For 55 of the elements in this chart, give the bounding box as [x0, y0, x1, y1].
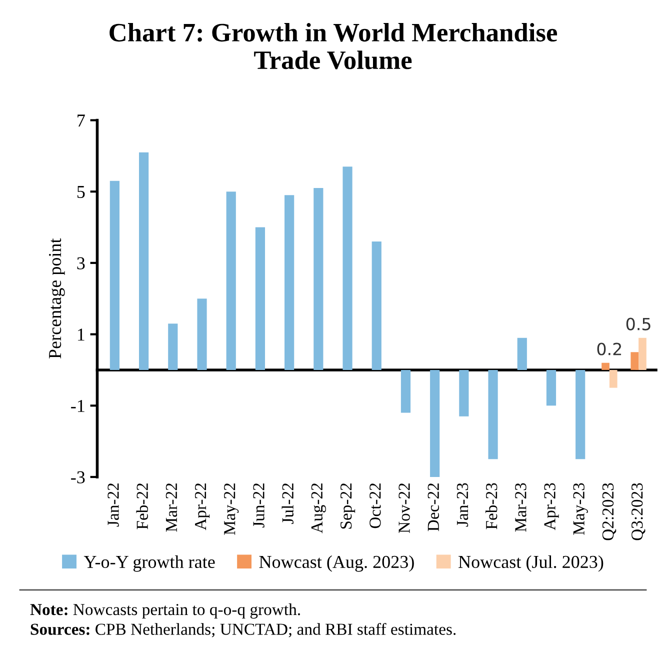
x-tick-label: Feb-23: [485, 483, 498, 530]
bar: [609, 370, 618, 388]
bar: [517, 338, 527, 370]
bar: [110, 180, 120, 370]
bar: [546, 370, 556, 406]
chart-title: Chart 7: Growth in World Merchandise Trade Volume: [110, 22, 558, 70]
bar: [400, 370, 411, 413]
x-tick-label: Mar-22: [166, 483, 178, 532]
bar: [168, 324, 178, 370]
x-tick-label: Mar-23: [515, 483, 526, 532]
x-tick-label: Q3:2023: [631, 483, 646, 540]
bar: [342, 166, 352, 370]
x-tick-label: Aug-22: [311, 483, 326, 534]
x-tick-label: Feb-22: [136, 483, 148, 530]
bar: [459, 370, 469, 416]
bar: [139, 152, 149, 370]
data-label: 0.5: [626, 318, 650, 330]
x-tick-label: May-23: [573, 483, 588, 535]
x-tick-label: Oct-22: [370, 483, 381, 528]
bar: [226, 192, 236, 370]
bar: [638, 338, 646, 370]
x-tick-label: Sep-22: [340, 483, 356, 529]
x-tick-label: Jan-22: [108, 483, 119, 527]
y-tick-label: 3: [77, 257, 85, 270]
bar: [630, 352, 639, 370]
x-tick-label: Q2:2023: [602, 483, 616, 540]
y-tick-label: -1: [71, 400, 84, 412]
bar: [284, 195, 294, 370]
bar: [255, 227, 266, 370]
y-tick-label: 5: [77, 186, 85, 198]
bar: [576, 370, 586, 460]
x-tick-label: Nov-22: [398, 483, 410, 533]
data-label: 0.2: [597, 342, 622, 356]
y-axis-title: Percentage point: [48, 238, 65, 358]
y-tick-label: 1: [78, 328, 84, 341]
x-tick-label: Apr-23: [544, 483, 559, 530]
y-tick-label: 7: [78, 114, 85, 126]
x-tick-label: Jul-22: [282, 483, 294, 524]
x-tick-label: May-22: [224, 483, 239, 535]
bar: [430, 370, 440, 477]
legend-label: Nowcast (Aug. 2023): [259, 555, 414, 572]
legend-label: Nowcast (Jul. 2023): [458, 555, 604, 572]
bar: [314, 188, 324, 370]
x-tick-label: Jan-23: [456, 483, 468, 527]
x-tick-label: Jun-22: [253, 483, 264, 528]
bar: [372, 242, 382, 370]
text: Note: Nowcasts pertain to q-o-q growth.: [30, 603, 300, 619]
x-tick-label: Dec-22: [428, 483, 439, 532]
bar: [197, 298, 207, 370]
bar: [488, 370, 498, 460]
source-note: Sources: CPB Netherlands; UNCTAD; and RBI staff estimates.: [30, 622, 456, 638]
y-tick-label: -3: [71, 471, 85, 484]
legend-label: Y-o-Y growth rate: [84, 555, 215, 572]
x-tick-label: Apr-22: [194, 483, 210, 530]
bar: [602, 362, 610, 370]
